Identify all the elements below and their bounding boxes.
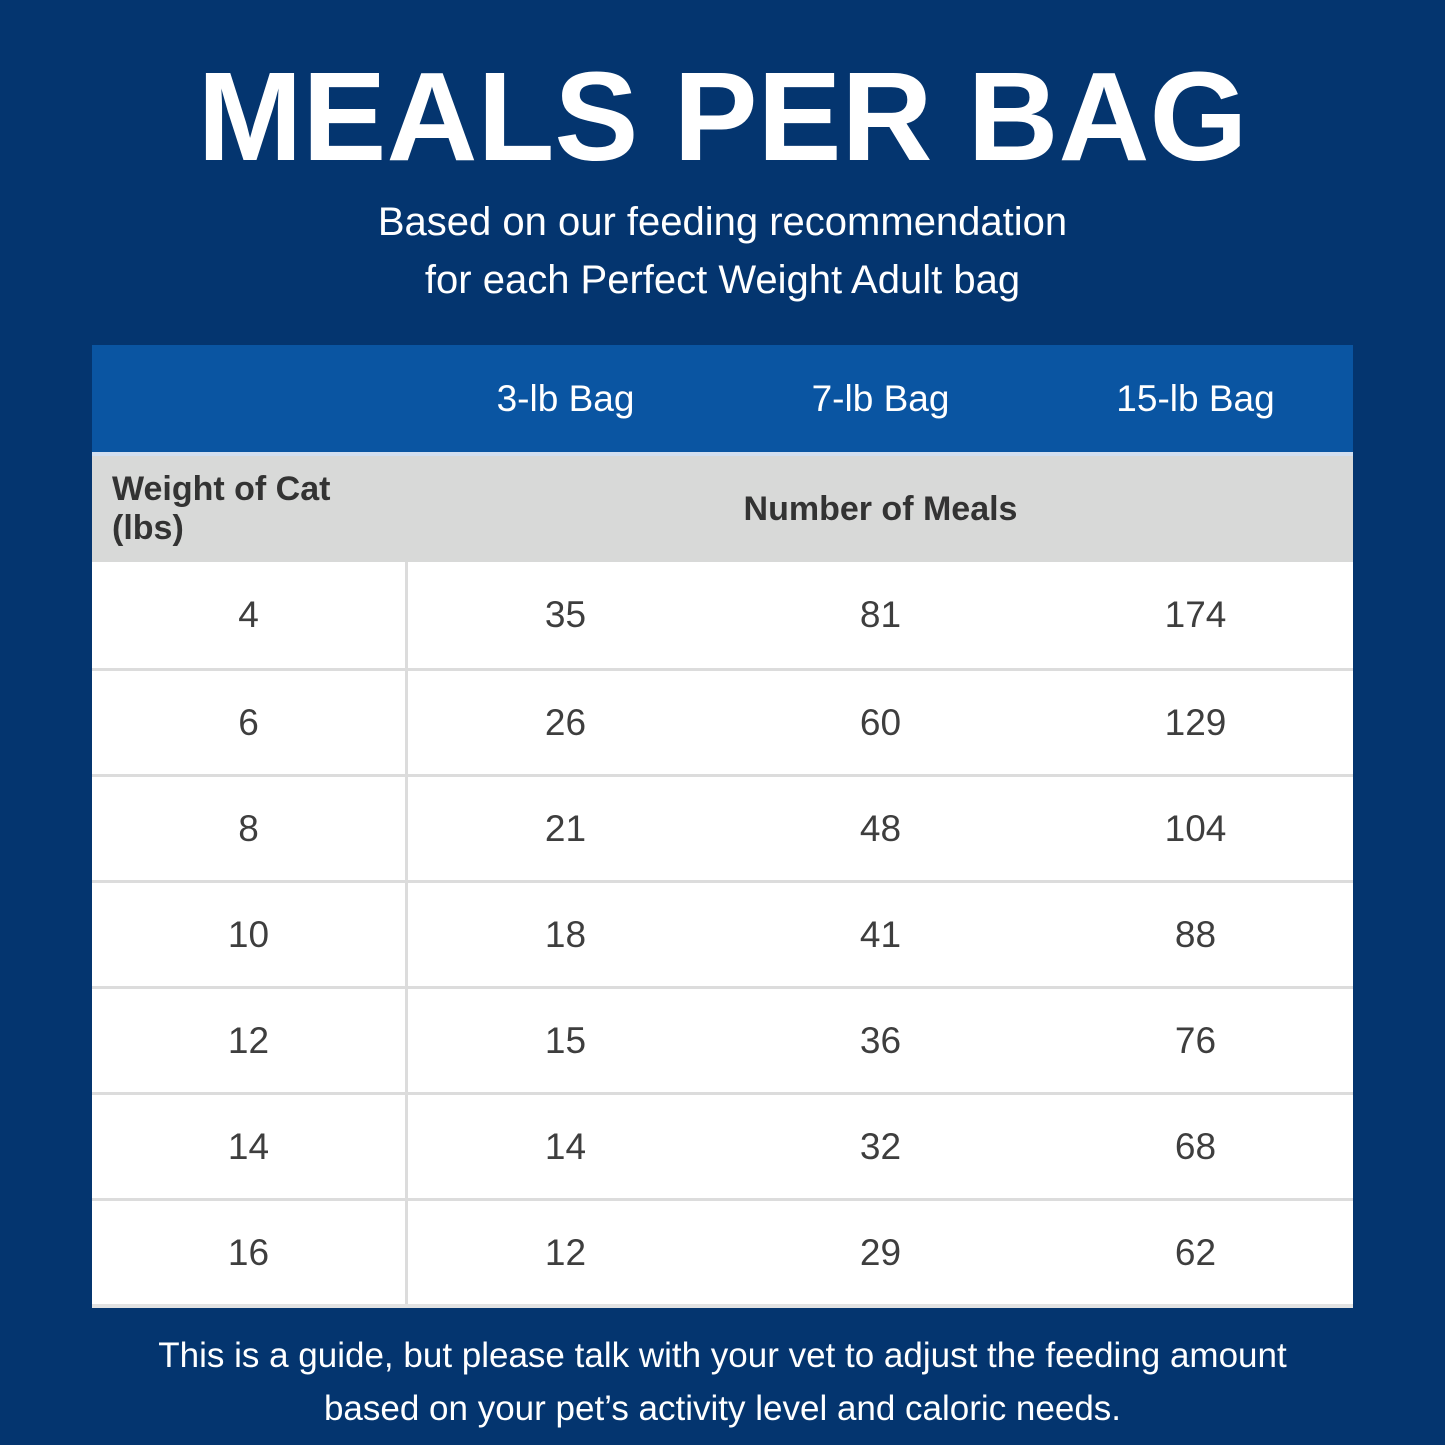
meal-count-cell: 36 [859,1019,902,1061]
meal-count-cell: 12 [544,1231,587,1273]
weight-cell: 14 [92,1095,408,1199]
weight-column-header: Weight of Cat (lbs) [112,470,331,548]
table-header-row: 3-lb Bag 7-lb Bag 15-lb Bag [92,345,1353,453]
subtitle: Based on our feeding recommendation for e… [0,193,1445,309]
meals-table: 3-lb Bag 7-lb Bag 15-lb Bag Weight of Cat … [92,345,1353,1309]
meal-count-cell: 129 [1164,701,1227,743]
bag-header-1: 3-lb Bag [496,377,635,419]
meal-count-cell: 26 [544,701,587,743]
meals-column-header: Number of Meals [743,489,1018,528]
table-row: 8 21 48 104 [92,774,1353,881]
weight-cell: 6 [92,671,408,775]
meal-count-cell: 88 [1174,913,1217,955]
table-row: 14 14 32 68 [92,1092,1353,1199]
table-row: 12 15 36 76 [92,986,1353,1093]
meal-count-cell: 32 [859,1125,902,1167]
weight-cell: 8 [92,777,408,881]
subtitle-line-2: for each Perfect Weight Adult bag [424,258,1021,303]
meal-count-cell: 15 [544,1019,587,1061]
meal-count-cell: 35 [544,594,587,636]
meal-count-cell: 60 [859,701,902,743]
table-row: 4 35 81 174 [92,562,1353,669]
subtitle-line-1: Based on our feeding recommendation [377,200,1068,245]
bag-header-2: 7-lb Bag [811,377,950,419]
meal-count-cell: 68 [1174,1125,1217,1167]
footer-line-2: based on your pet’s activity level and c… [323,1388,1122,1428]
footer-line-1: This is a guide, but please talk with yo… [158,1336,1287,1376]
meal-count-cell: 41 [859,913,902,955]
weight-cell: 4 [92,562,408,669]
meal-count-cell: 18 [544,913,587,955]
meal-count-cell: 21 [544,807,587,849]
meal-count-cell: 174 [1164,594,1227,636]
table-body: 4 35 81 174 6 26 60 129 8 21 48 104 10 18 41 88 12 15 36 76… [92,562,1353,1305]
meal-count-cell: 104 [1164,807,1227,849]
page-title: MEALS PER BAG [197,46,1248,187]
meal-count-cell: 14 [544,1125,587,1167]
meal-count-cell: 76 [1174,1019,1217,1061]
table-row: 6 26 60 129 [92,668,1353,775]
meal-count-cell: 48 [859,807,902,849]
weight-cell: 16 [92,1201,408,1305]
bag-header-3: 15-lb Bag [1116,377,1275,419]
meal-count-cell: 62 [1174,1231,1217,1273]
weight-cell: 10 [92,883,408,987]
meal-count-cell: 29 [859,1231,902,1273]
table-row: 16 12 29 62 [92,1198,1353,1305]
footer-note: This is a guide, but please talk with yo… [0,1330,1445,1435]
weight-cell: 12 [92,989,408,1093]
table-row: 10 18 41 88 [92,880,1353,987]
meal-count-cell: 81 [859,594,902,636]
table-subheader-row: Weight of Cat (lbs) Number of Meals [92,452,1353,563]
